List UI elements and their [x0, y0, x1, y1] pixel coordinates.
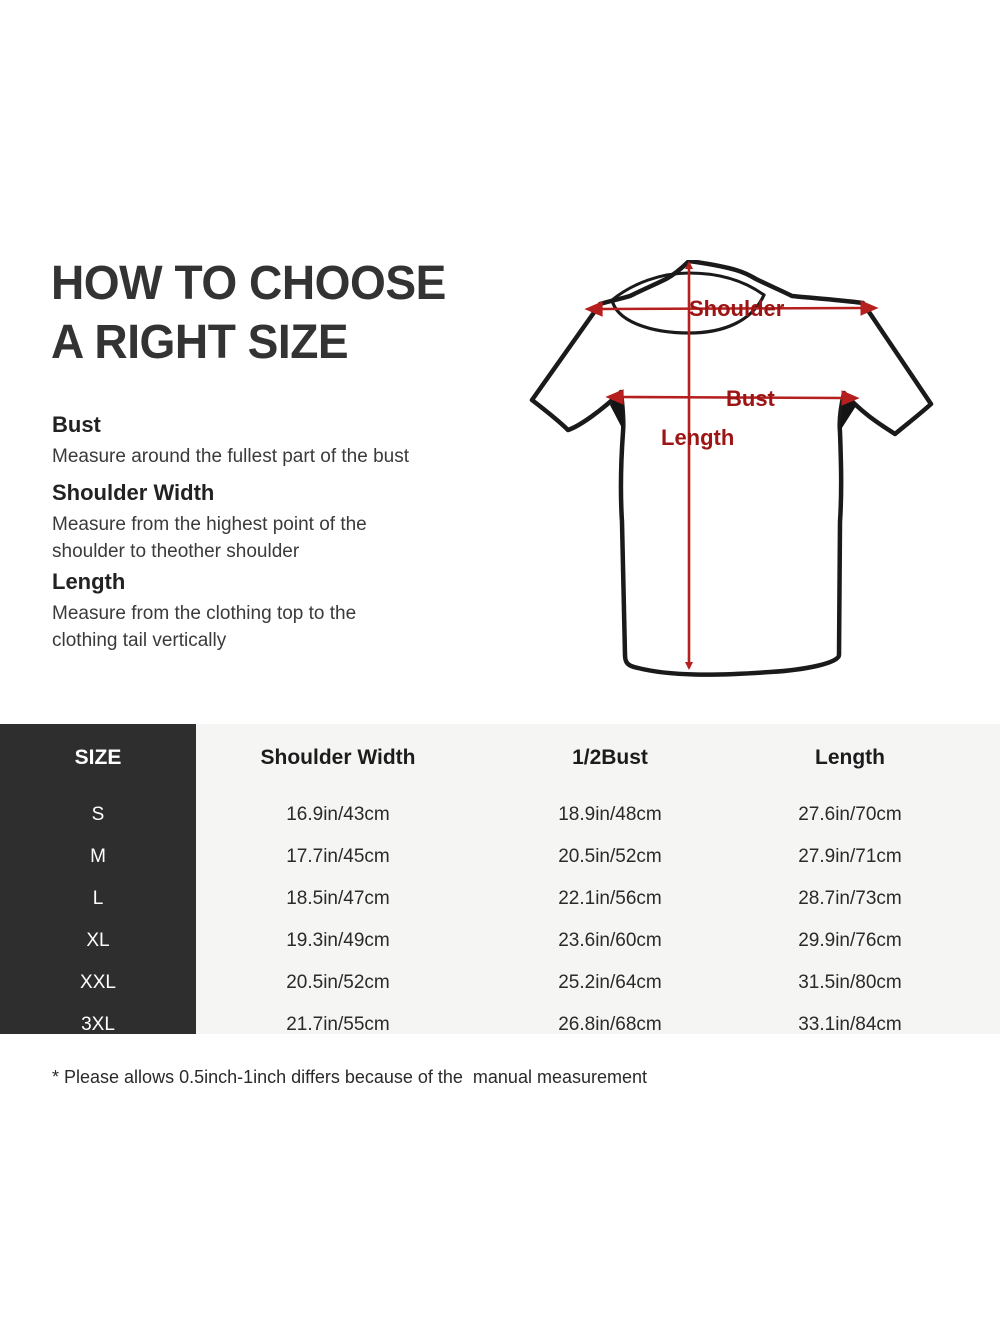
svg-text:Length: Length [661, 425, 734, 450]
svg-text:Bust: Bust [726, 386, 776, 411]
svg-text:Shoulder: Shoulder [689, 296, 785, 321]
